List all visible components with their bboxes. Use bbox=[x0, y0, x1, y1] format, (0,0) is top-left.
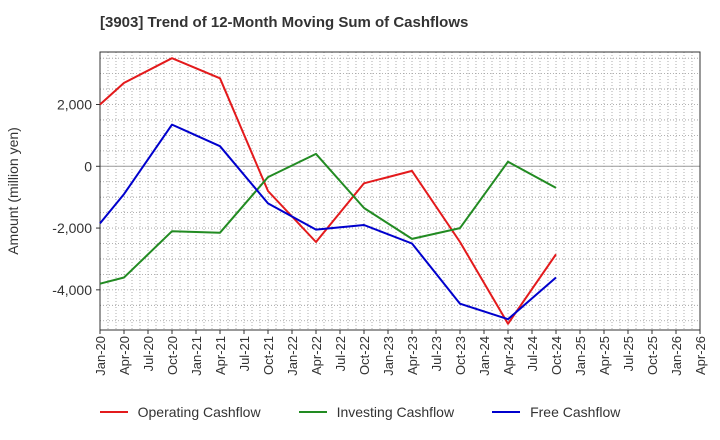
legend-item-operating: Operating Cashflow bbox=[99, 404, 261, 420]
legend-swatch-operating bbox=[99, 411, 128, 413]
x-tick-label: Oct-25 bbox=[645, 336, 660, 375]
x-tick-label: Apr-24 bbox=[501, 336, 516, 375]
x-tick-label: Jan-22 bbox=[285, 336, 300, 376]
plot-frame bbox=[99, 51, 701, 331]
y-tick-label: -4,000 bbox=[52, 282, 92, 298]
legend: Operating Cashflow Investing Cashflow Fr… bbox=[0, 404, 720, 420]
x-tick-label: Jul-23 bbox=[429, 336, 444, 371]
y-tick-label: 2,000 bbox=[57, 97, 92, 113]
series-line-free-cashflow bbox=[99, 123, 557, 321]
axes bbox=[96, 51, 701, 334]
x-tick-label: Apr-22 bbox=[309, 336, 324, 375]
legend-item-free: Free Cashflow bbox=[492, 404, 620, 420]
tick-labels: 2,000 0 -2,000 -4,000 Jan-20 Apr-20 Jul-20 Oct-… bbox=[52, 97, 708, 376]
x-tick-label: Jan-24 bbox=[477, 336, 492, 376]
x-tick-label: Oct-21 bbox=[261, 336, 276, 375]
x-tick-label: Jan-26 bbox=[669, 336, 684, 376]
chart-title: [3903] Trend of 12-Month Moving Sum of C… bbox=[100, 14, 469, 31]
y-axis-label: Amount (million yen) bbox=[5, 127, 21, 255]
y-tick-label: -2,000 bbox=[52, 220, 92, 236]
x-tick-label: Jul-21 bbox=[237, 336, 252, 371]
series-line-investing-cashflow bbox=[99, 152, 557, 285]
y-tick-label: 0 bbox=[84, 158, 92, 174]
x-tick-label: Jan-23 bbox=[381, 336, 396, 376]
x-tick-label: Jul-22 bbox=[333, 336, 348, 371]
legend-swatch-investing bbox=[298, 411, 327, 413]
legend-item-investing: Investing Cashflow bbox=[298, 404, 455, 420]
x-tick-label: Apr-25 bbox=[597, 336, 612, 375]
x-tick-label: Apr-20 bbox=[117, 336, 132, 375]
x-tick-label: Apr-23 bbox=[405, 336, 420, 375]
legend-label-investing: Investing Cashflow bbox=[336, 404, 455, 420]
x-tick-label: Jan-20 bbox=[93, 336, 108, 376]
grid-lines bbox=[99, 52, 701, 330]
x-tick-label: Apr-21 bbox=[213, 336, 228, 375]
x-tick-label: Jan-21 bbox=[189, 336, 204, 376]
x-tick-label: Jul-25 bbox=[621, 336, 636, 371]
x-tick-label: Jan-25 bbox=[573, 336, 588, 376]
series-line-operating-cashflow bbox=[99, 57, 557, 325]
x-tick-label: Jul-24 bbox=[525, 336, 540, 371]
series-lines bbox=[99, 57, 557, 325]
legend-label-operating: Operating Cashflow bbox=[137, 404, 261, 420]
x-tick-label: Apr-26 bbox=[693, 336, 708, 375]
legend-label-free: Free Cashflow bbox=[530, 404, 621, 420]
legend-swatch-free bbox=[492, 411, 521, 413]
x-tick-label: Oct-22 bbox=[357, 336, 372, 375]
x-tick-label: Jul-20 bbox=[141, 336, 156, 371]
x-tick-label: Oct-24 bbox=[549, 336, 564, 375]
x-tick-label: Oct-23 bbox=[453, 336, 468, 375]
x-tick-label: Oct-20 bbox=[165, 336, 180, 375]
